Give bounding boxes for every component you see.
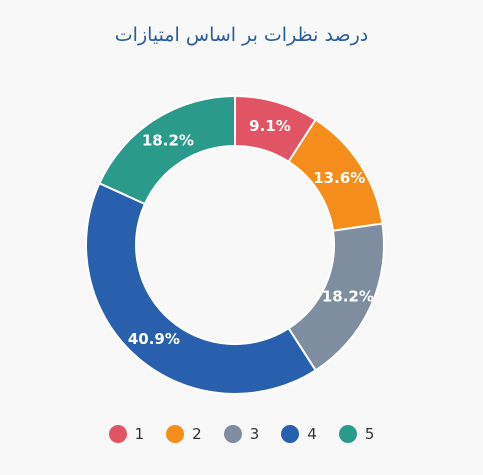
slice-label-1: 9.1% — [249, 117, 291, 135]
donut-chart: 9.1% 13.6% 18.2% 40.9% 18.2% — [85, 94, 385, 395]
legend-label-4: 4 — [307, 425, 317, 443]
legend-swatch-4 — [281, 425, 300, 443]
chart-title: درصد نظرات بر اساس امتیازات — [114, 24, 369, 46]
chart-legend: 1 2 3 4 5 — [0, 425, 483, 443]
legend-label-2: 2 — [192, 425, 202, 443]
slice-label-3: 18.2% — [322, 287, 374, 305]
legend-label-1: 1 — [134, 425, 145, 443]
legend-item-2[interactable]: 2 — [166, 425, 202, 443]
legend-swatch-1 — [108, 425, 127, 443]
legend-swatch-5 — [338, 425, 357, 443]
slice-5[interactable] — [98, 94, 236, 206]
slice-label-2: 13.6% — [313, 169, 365, 187]
legend-label-3: 3 — [249, 425, 260, 443]
legend-item-3[interactable]: 3 — [223, 425, 260, 443]
legend-item-1[interactable]: 1 — [108, 425, 145, 443]
legend-item-5[interactable]: 5 — [338, 425, 375, 443]
slice-label-4: 40.9% — [128, 330, 180, 348]
legend-label-5: 5 — [364, 425, 375, 443]
slice-4[interactable] — [85, 181, 318, 395]
slice-label-5: 18.2% — [142, 132, 194, 150]
legend-swatch-3 — [223, 425, 242, 443]
legend-swatch-2 — [166, 425, 185, 443]
legend-item-4[interactable]: 4 — [281, 425, 317, 443]
